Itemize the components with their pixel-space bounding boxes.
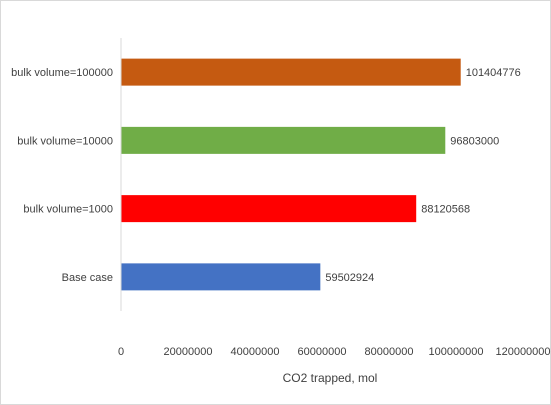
bar-3	[121, 58, 461, 86]
x-tick-label-2: 40000000	[231, 346, 280, 358]
category-label-1: bulk volume=1000	[23, 204, 113, 216]
data-labels-layer: 59502924 88120568 96803000 101404776	[325, 67, 520, 284]
tick-labels-layer: 0 20000000 40000000 60000000 80000000 1000000…	[118, 346, 551, 358]
bars-layer	[121, 58, 461, 291]
bar-2	[121, 126, 446, 154]
bar-0	[121, 263, 321, 291]
category-label-3: bulk volume=100000	[11, 67, 113, 79]
data-label-0: 59502924	[325, 272, 374, 284]
x-axis-title: CO2 trapped, mol	[283, 371, 378, 385]
x-tick-label-3: 60000000	[298, 346, 347, 358]
data-label-3: 101404776	[466, 67, 521, 79]
data-label-1: 88120568	[421, 204, 470, 216]
category-labels-layer: Base case bulk volume=1000 bulk volume=100…	[11, 67, 113, 284]
x-tick-label-4: 80000000	[365, 346, 414, 358]
category-label-2: bulk volume=10000	[17, 135, 113, 147]
x-tick-label-6: 120000000	[495, 346, 550, 358]
x-tick-label-1: 20000000	[164, 346, 213, 358]
data-label-2: 96803000	[450, 135, 499, 147]
category-label-0: Base case	[62, 272, 113, 284]
bar-1	[121, 195, 417, 223]
x-tick-label-5: 100000000	[428, 346, 483, 358]
x-tick-label-0: 0	[118, 346, 124, 358]
